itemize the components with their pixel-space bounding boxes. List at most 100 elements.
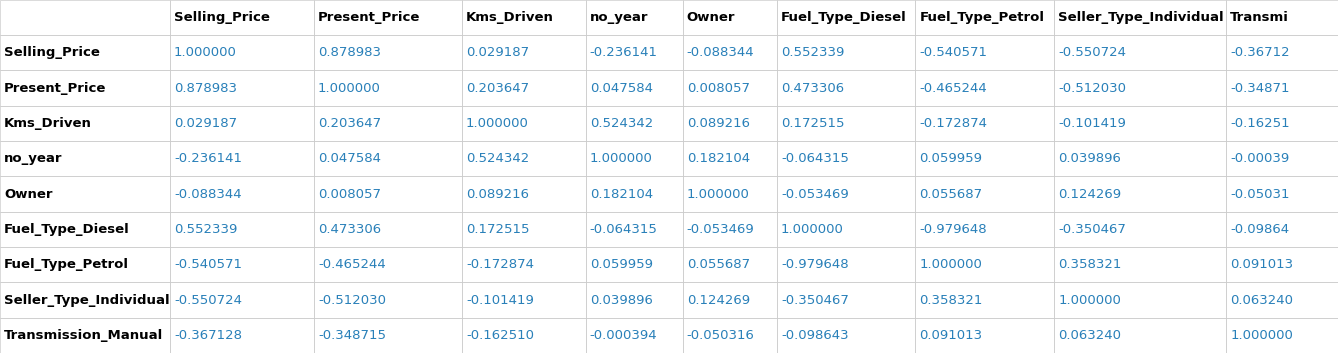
Bar [1054,0,1227,35]
Bar [682,141,777,176]
Bar [915,0,1054,35]
Text: Kms_Driven: Kms_Driven [4,117,92,130]
Bar [682,212,777,247]
Bar [314,35,462,70]
Bar [314,212,462,247]
Bar [170,70,314,106]
Text: Selling_Price: Selling_Price [4,46,100,59]
Text: -0.550724: -0.550724 [1058,46,1127,59]
Text: 0.047584: 0.047584 [318,152,381,165]
Text: 0.089216: 0.089216 [686,117,749,130]
Bar [586,318,682,353]
Bar [682,106,777,141]
Bar [777,247,915,282]
Text: 0.473306: 0.473306 [318,223,381,236]
Bar [777,35,915,70]
Bar [777,35,915,70]
Bar [170,176,314,212]
Bar [314,176,462,212]
Text: -0.05031: -0.05031 [1231,187,1290,201]
Bar [1054,318,1227,353]
Bar [586,0,682,35]
Bar [462,212,586,247]
Bar [1227,0,1338,35]
Bar [1054,247,1227,282]
Bar [915,35,1054,70]
Bar [0,247,170,282]
Bar [586,35,682,70]
Bar [170,176,314,212]
Text: 0.047584: 0.047584 [590,82,653,95]
Bar [314,0,462,35]
Bar [1227,212,1338,247]
Bar [915,176,1054,212]
Bar [0,212,170,247]
Bar [314,70,462,106]
Text: Transmission_Manual: Transmission_Manual [4,329,163,342]
Bar [462,247,586,282]
Text: no_year: no_year [590,11,649,24]
Text: 1.000000: 1.000000 [1058,293,1121,306]
Bar [915,0,1054,35]
Bar [777,247,915,282]
Bar [1227,247,1338,282]
Bar [1227,70,1338,106]
Bar [915,106,1054,141]
Bar [1227,176,1338,212]
Bar [915,106,1054,141]
Bar [462,35,586,70]
Bar [586,35,682,70]
Text: -0.979648: -0.979648 [781,258,848,271]
Bar [0,212,170,247]
Bar [777,318,915,353]
Bar [170,70,314,106]
Bar [462,141,586,176]
Bar [777,106,915,141]
Bar [777,318,915,353]
Bar [0,176,170,212]
Bar [682,35,777,70]
Text: -0.979648: -0.979648 [919,223,987,236]
Bar [586,176,682,212]
Bar [915,247,1054,282]
Text: 0.124269: 0.124269 [686,293,749,306]
Bar [586,212,682,247]
Text: 0.039896: 0.039896 [1058,152,1121,165]
Text: Fuel_Type_Petrol: Fuel_Type_Petrol [919,11,1045,24]
Bar [682,141,777,176]
Bar [314,70,462,106]
Bar [314,212,462,247]
Text: 0.524342: 0.524342 [466,152,530,165]
Bar [462,106,586,141]
Bar [682,35,777,70]
Bar [682,282,777,318]
Text: -0.064315: -0.064315 [590,223,658,236]
Bar [586,106,682,141]
Text: -0.540571: -0.540571 [919,46,987,59]
Bar [462,247,586,282]
Bar [586,212,682,247]
Text: -0.550724: -0.550724 [174,293,242,306]
Text: -0.465244: -0.465244 [318,258,385,271]
Text: -0.098643: -0.098643 [781,329,848,342]
Bar [777,212,915,247]
Bar [777,176,915,212]
Text: Transmi: Transmi [1231,11,1290,24]
Bar [777,0,915,35]
Text: -0.34871: -0.34871 [1231,82,1290,95]
Text: Owner: Owner [686,11,735,24]
Text: Selling_Price: Selling_Price [174,11,270,24]
Text: 0.524342: 0.524342 [590,117,653,130]
Text: 0.055687: 0.055687 [919,187,982,201]
Bar [1227,141,1338,176]
Bar [1054,141,1227,176]
Bar [0,35,170,70]
Text: Kms_Driven: Kms_Driven [466,11,554,24]
Bar [682,176,777,212]
Bar [1227,318,1338,353]
Text: 0.091013: 0.091013 [1231,258,1294,271]
Bar [586,106,682,141]
Bar [1227,141,1338,176]
Bar [462,318,586,353]
Text: 0.059959: 0.059959 [919,152,982,165]
